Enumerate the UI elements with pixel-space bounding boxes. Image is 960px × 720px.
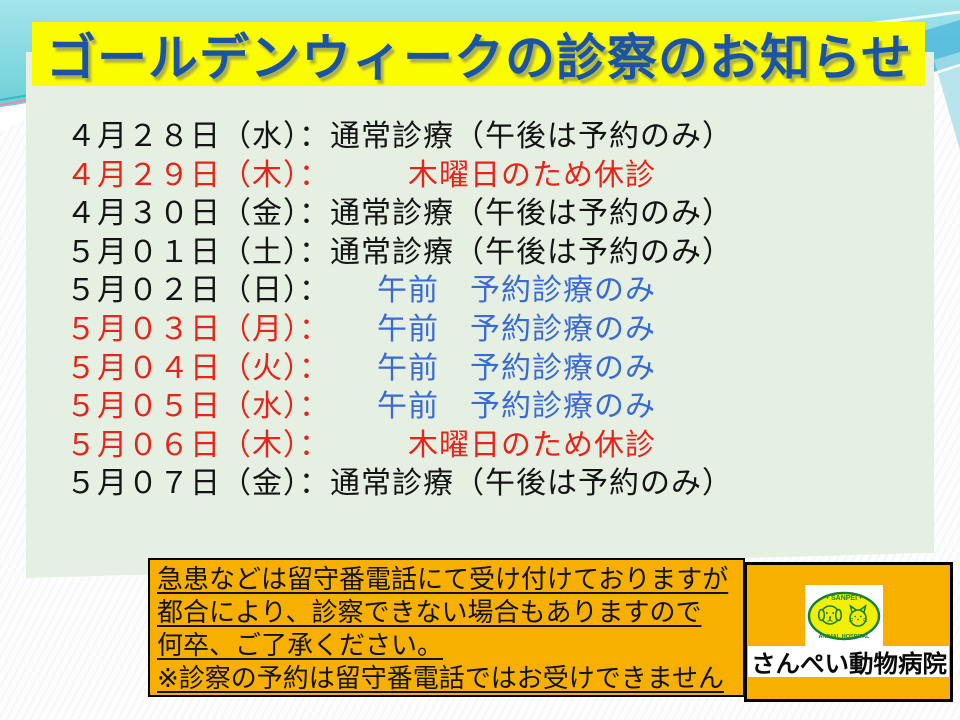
notice-line: 都合により、診察できない場合もありますので — [157, 597, 702, 627]
schedule-row: ４月２８日（水）：通常診療（午後は予約のみ） — [66, 118, 926, 157]
schedule-status: 通常診療（午後は予約のみ） — [330, 235, 733, 269]
schedule-date: ５月０１日（土）： — [66, 235, 330, 269]
schedule-date: ５月０４日（火）： — [66, 351, 315, 385]
schedule-status: 午前 予約診療のみ — [315, 312, 656, 346]
schedule-date: ５月０６日（木）： — [66, 428, 315, 462]
schedule-row: ５月０１日（土）：通常診療（午後は予約のみ） — [66, 234, 926, 273]
schedule-date: ４月２８日（水）： — [66, 120, 330, 153]
schedule-status: 通常診療（午後は予約のみ） — [330, 197, 733, 231]
dog-icon — [817, 605, 843, 625]
hospital-name: さんぺい動物病院 — [750, 651, 947, 678]
hospital-name-strip: さんぺい動物病院 — [748, 646, 949, 678]
schedule-row: ５月０４日（火）： 午前 予約診療のみ — [66, 350, 926, 389]
schedule-row: ５月０５日（水）： 午前 予約診療のみ — [66, 388, 926, 427]
schedule-date: ５月０５日（水）： — [66, 390, 315, 424]
schedule-row: ５月０７日（金）：通常診療（午後は予約のみ） — [66, 465, 926, 504]
schedule-row: ５月０３日（月）： 午前 予約診療のみ — [66, 311, 926, 350]
schedule-row: ４月２９日（木）： 木曜日のため休診 — [66, 157, 926, 196]
title-banner: ゴールデンウィークの診察のお知らせ — [32, 22, 925, 86]
schedule-status: 午前 予約診療のみ — [315, 351, 656, 385]
page-title: ゴールデンウィークの診察のお知らせ — [46, 30, 912, 86]
hospital-logo: ・SANPEI・ — [805, 585, 883, 647]
animal-hospital-logo-icon: ・SANPEI・ — [807, 591, 881, 641]
schedule-status: 午前 予約診療のみ — [315, 390, 656, 424]
schedule-date: ４月３０日（金）： — [66, 197, 330, 231]
schedule-row: ４月３０日（金）：通常診療（午後は予約のみ） — [66, 195, 926, 234]
notice-line: ※診察の予約は留守番電話ではお受けできません — [157, 663, 725, 693]
schedule-date: ５月０２日（日）： — [66, 274, 315, 308]
schedule-status: 通常診療（午後は予約のみ） — [330, 467, 733, 501]
content-panel — [26, 52, 934, 578]
schedule-list: ４月２８日（水）：通常診療（午後は予約のみ） ４月２９日（木）： 木曜日のため休… — [66, 118, 926, 504]
schedule-row: ５月０２日（日）： 午前 予約診療のみ — [66, 272, 926, 311]
schedule-date: ５月０７日（金）： — [66, 467, 330, 501]
notice-line: 何卒、ご了承ください。 — [157, 630, 444, 660]
logo-top-text: ・SANPEI・ — [824, 595, 864, 602]
schedule-status: 木曜日のため休診 — [315, 158, 656, 192]
notice-box: 急患などは留守番電話にて受け付けておりますが 都合により、診察できない場合もあり… — [148, 558, 745, 697]
schedule-status: 木曜日のため休診 — [315, 428, 656, 462]
schedule-date: ５月０３日（月）： — [66, 312, 315, 346]
notice-line: 急患などは留守番電話にて受け付けておりますが — [157, 564, 729, 594]
hospital-logo-box: ・SANPEI・ — [744, 562, 953, 702]
cat-icon — [848, 604, 868, 627]
logo-bottom-text: ANIMAL HOSPITAL — [818, 634, 870, 640]
schedule-date: ４月２９日（木）： — [66, 158, 315, 192]
schedule-status: 午前 予約診療のみ — [315, 274, 656, 308]
schedule-status: 通常診療（午後は予約のみ） — [330, 120, 733, 153]
schedule-row: ５月０６日（木）： 木曜日のため休診 — [66, 427, 926, 466]
stripe-blue-tail — [934, 52, 960, 150]
